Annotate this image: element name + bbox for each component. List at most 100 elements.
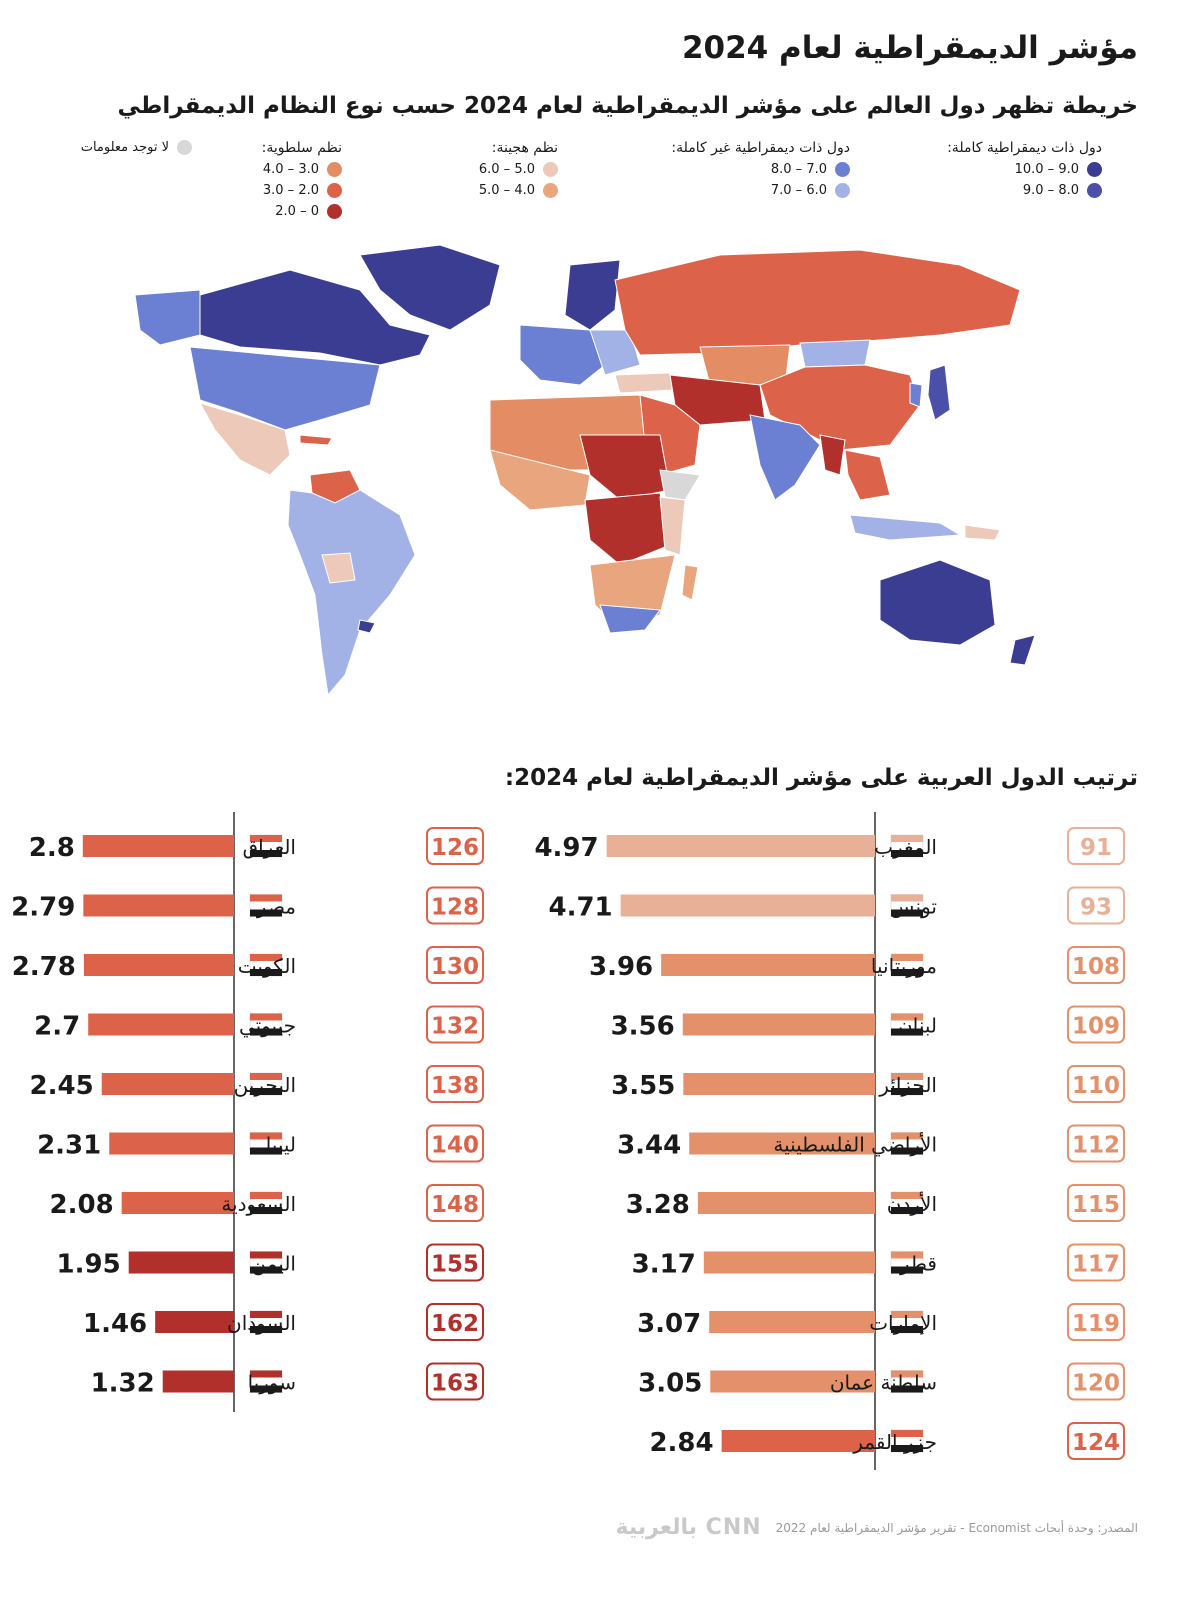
bahrain-flag	[249, 1072, 283, 1096]
bar-egypt	[83, 894, 234, 917]
legend-item: 4.0 – 3.0	[262, 162, 342, 177]
lebanon-flag	[890, 1013, 924, 1036]
map-region-south-africa	[599, 604, 661, 634]
map-region-bolivia	[321, 552, 356, 584]
rank-badge	[426, 1303, 484, 1341]
rank-badge	[1067, 827, 1125, 865]
score-label: 2.79	[11, 893, 75, 923]
rank-label: 109	[1072, 1014, 1120, 1040]
country-label: موريتانيا	[871, 954, 937, 978]
map-region-japan	[927, 364, 951, 421]
rank-label: 128	[431, 895, 479, 921]
rank-label: 120	[1072, 1371, 1120, 1397]
legend-flawed-democracy: دول ذات ديمقراطية غير كاملة: 8.0 – 7.0 7…	[671, 140, 850, 198]
map-region-uruguay	[357, 619, 376, 634]
rank-label: 117	[1072, 1252, 1120, 1278]
legend-swatch	[327, 162, 342, 177]
map-region-madagascar	[681, 564, 699, 601]
rank-label: 93	[1080, 895, 1112, 921]
legend-label: 9.0 – 8.0	[1022, 183, 1079, 198]
djibouti-flag	[249, 1013, 283, 1036]
map-region-usa	[189, 346, 381, 431]
country-label: العراق	[243, 835, 296, 859]
rank-badge	[1067, 1005, 1125, 1044]
uae-flag	[890, 1310, 924, 1334]
legend-label: 7.0 – 6.0	[770, 183, 827, 198]
country-label: جزر القمر	[852, 1430, 937, 1454]
legend-hybrid: نظم هجينة: 6.0 – 5.0 5.0 – 4.0	[479, 140, 558, 198]
legend-swatch	[327, 183, 342, 198]
ranking-title: ترتيب الدول العربية على مؤشر الديمقراطية…	[504, 765, 1138, 791]
score-label: 2.08	[50, 1190, 114, 1220]
score-label: 2.78	[12, 952, 76, 982]
map-region-alaska	[134, 289, 201, 346]
legend-heading: نظم سلطوية:	[261, 140, 342, 156]
legend-item: 5.0 – 4.0	[479, 183, 558, 198]
bar-uae	[709, 1311, 875, 1333]
rank-label: 115	[1072, 1192, 1120, 1218]
legend-item: 10.0 – 9.0	[947, 162, 1102, 177]
score-label: 3.44	[617, 1131, 681, 1161]
country-label: الجزائر	[878, 1073, 937, 1097]
map-region-cuba	[299, 434, 333, 446]
country-label: السودان	[227, 1311, 296, 1335]
mauritania-flag	[890, 953, 924, 977]
egypt-flag	[249, 894, 283, 917]
legend-swatch	[835, 183, 850, 198]
rank-label: 163	[431, 1371, 479, 1397]
rank-badge	[426, 886, 484, 925]
map-region-mexico	[198, 402, 291, 476]
bar-palestine	[689, 1132, 875, 1155]
yemen-flag	[249, 1251, 283, 1274]
score-label: 4.71	[549, 893, 613, 923]
legend-swatch	[327, 204, 342, 219]
rank-label: 119	[1072, 1311, 1120, 1337]
map-region-sahel	[579, 434, 671, 501]
legend-label: 4.0 – 3.0	[262, 162, 319, 177]
country-label: المغرب	[874, 835, 937, 859]
legend-heading: نظم هجينة:	[491, 140, 558, 156]
score-label: 3.96	[589, 952, 653, 982]
rank-label: 162	[431, 1311, 479, 1337]
score-label: 3.05	[638, 1369, 702, 1399]
bar-kuwait	[83, 954, 234, 976]
score-label: 3.28	[626, 1190, 690, 1220]
rank-label: 130	[431, 954, 479, 980]
algeria-flag	[890, 1072, 924, 1096]
rank-label: 155	[431, 1252, 479, 1278]
syria-flag	[249, 1370, 283, 1393]
rank-badge	[1067, 1422, 1125, 1460]
source-note: المصدر: وحدة أبحاث Economist - تقرير مؤش…	[775, 1520, 1138, 1535]
page-title: مؤشر الديمقراطية لعام 2024	[681, 30, 1138, 66]
rank-badge	[426, 1243, 484, 1282]
bar-sudan	[155, 1311, 234, 1333]
map-region-turkey	[614, 372, 673, 394]
arab-ranking-bar-chart: 4.97 المغرب 91 4.71 تونس 93 3.96 موريتانيا 108 3.…	[11, 812, 1125, 1470]
legend-no-data: لا توجد معلومات	[81, 140, 192, 155]
legend-swatch	[1087, 162, 1102, 177]
map-region-png	[964, 524, 1001, 541]
bar-libya	[109, 1132, 234, 1155]
rank-label: 124	[1072, 1430, 1120, 1456]
score-label: 4.97	[534, 833, 598, 863]
country-label: الأراضي الفلسطينية	[773, 1133, 937, 1158]
rank-badge	[426, 946, 484, 984]
cnn-arabic-logo: CNN بالعربية	[615, 1515, 762, 1540]
country-label: قطر	[899, 1252, 937, 1276]
country-label: تونس	[890, 895, 937, 919]
rank-badge	[1067, 1243, 1125, 1282]
map-region-west-africa	[489, 449, 591, 511]
country-label: مصر	[256, 895, 296, 919]
morocco-flag	[890, 834, 924, 858]
rank-label: 138	[431, 1073, 479, 1099]
legend-label: لا توجد معلومات	[80, 140, 169, 155]
legend-heading: دول ذات ديمقراطية غير كاملة:	[671, 140, 850, 156]
rank-label: 140	[431, 1133, 479, 1159]
rank-badge	[1067, 1362, 1125, 1401]
bar-iraq	[82, 835, 234, 857]
bar-algeria	[683, 1073, 875, 1095]
rank-badge	[1067, 1184, 1125, 1222]
bar-oman	[710, 1370, 875, 1393]
map-region-russia	[614, 249, 1021, 356]
country-label: الأردن	[887, 1192, 937, 1216]
